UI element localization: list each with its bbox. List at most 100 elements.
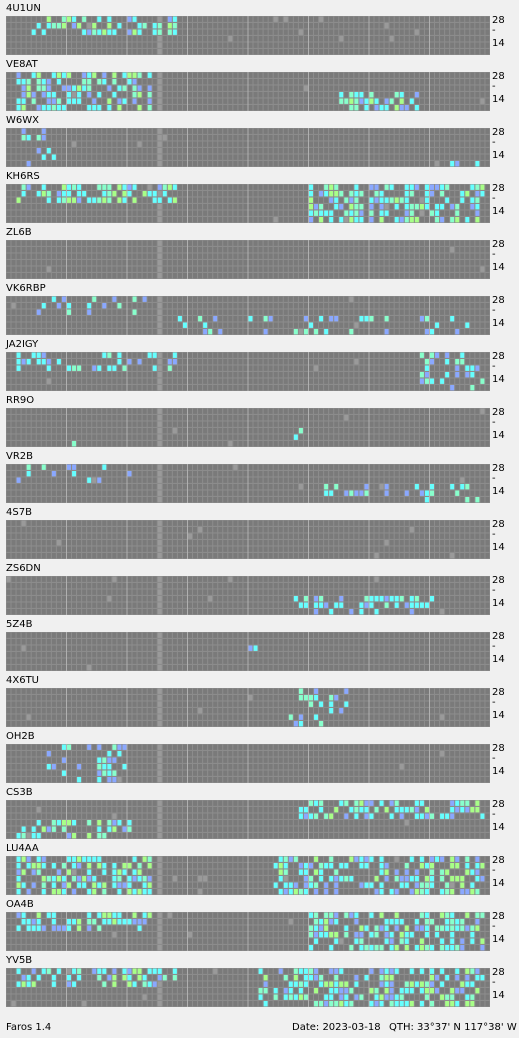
grid-cell <box>21 135 26 141</box>
grid-cell <box>399 260 404 266</box>
grid-cell <box>198 204 203 210</box>
grid-cell <box>162 316 167 322</box>
grid-cell <box>243 296 248 302</box>
grid-cell <box>82 408 87 414</box>
grid-cell <box>102 316 107 322</box>
grid-cell <box>430 303 434 309</box>
grid-cell <box>102 197 107 203</box>
grid-cell <box>354 372 359 378</box>
grid-cell <box>253 85 258 91</box>
propagation-grid[interactable] <box>6 240 490 279</box>
grid-cell <box>87 191 92 197</box>
grid-cell <box>82 365 87 371</box>
grid-cell <box>475 421 480 427</box>
grid-cell <box>460 210 465 216</box>
grid-cell <box>379 29 384 35</box>
propagation-grid[interactable] <box>6 408 490 447</box>
grid-cell <box>97 197 102 203</box>
grid-cell <box>384 98 389 104</box>
grid-cell <box>137 197 142 203</box>
grid-cell <box>339 29 344 35</box>
grid-cell <box>162 378 167 384</box>
grid-cell <box>61 471 66 477</box>
grid-cell <box>485 92 490 98</box>
grid-cell <box>6 352 11 358</box>
grid-cell <box>208 260 213 266</box>
grid-cell <box>223 477 228 483</box>
grid-cell <box>152 210 157 216</box>
propagation-grid[interactable] <box>6 184 490 223</box>
grid-cell <box>218 378 223 384</box>
grid-cell <box>177 204 182 210</box>
grid-cell <box>188 296 192 302</box>
grid-cell <box>107 359 112 365</box>
grid-cell <box>31 434 36 440</box>
grid-cell <box>409 23 414 29</box>
grid-cell <box>440 98 445 104</box>
grid-cell <box>258 329 263 335</box>
grid-cell <box>31 29 36 35</box>
grid-cell <box>354 105 359 111</box>
propagation-grid[interactable] <box>6 296 490 335</box>
propagation-grid[interactable] <box>6 352 490 391</box>
grid-cell <box>445 415 450 421</box>
grid-cell <box>142 79 147 85</box>
grid-cell <box>92 260 97 266</box>
grid-cell <box>41 273 46 279</box>
propagation-grid[interactable] <box>6 72 490 111</box>
grid-cell <box>268 260 273 266</box>
grid-cell <box>51 428 56 434</box>
grid-cell <box>16 441 21 447</box>
grid-cell <box>293 29 298 35</box>
grid-cell <box>77 29 82 35</box>
grid-cell <box>147 303 152 309</box>
grid-cell <box>283 352 288 358</box>
band-label-top: 28 <box>492 183 505 194</box>
grid-cell <box>424 36 429 42</box>
grid-cell <box>87 79 92 85</box>
grid-cell <box>293 161 298 167</box>
grid-cell <box>92 191 97 197</box>
grid-cell <box>198 385 203 391</box>
propagation-grid[interactable] <box>6 464 490 503</box>
grid-cell <box>273 303 278 309</box>
grid-cell <box>470 42 475 48</box>
grid-cell <box>112 128 117 134</box>
grid-cell <box>364 240 369 246</box>
grid-cell <box>31 372 36 378</box>
grid-cell <box>314 464 319 470</box>
grid-cell <box>218 309 223 315</box>
grid-cell <box>414 204 419 210</box>
grid-cell <box>92 464 97 470</box>
grid-cell <box>309 378 313 384</box>
grid-cell <box>218 329 223 335</box>
grid-cell <box>92 49 97 55</box>
grid-cell <box>334 197 339 203</box>
grid-cell <box>253 240 258 246</box>
propagation-grid[interactable] <box>6 128 490 167</box>
grid-cell <box>87 260 92 266</box>
grid-cell <box>172 421 177 427</box>
grid-cell <box>475 49 480 55</box>
grid-cell <box>450 253 455 259</box>
grid-cell <box>248 421 253 427</box>
grid-cell <box>409 309 414 315</box>
grid-cell <box>384 217 389 223</box>
grid-cell <box>6 434 11 440</box>
grid-cell <box>460 141 465 147</box>
grid-cell <box>374 49 379 55</box>
grid-cell <box>56 434 61 440</box>
grid-cell <box>238 197 243 203</box>
grid-cell <box>102 441 107 447</box>
grid-cell <box>152 296 157 302</box>
grid-cell <box>288 434 293 440</box>
propagation-grid[interactable] <box>6 16 490 55</box>
grid-cell <box>172 240 177 246</box>
grid-cell <box>51 260 56 266</box>
grid-cell <box>87 72 92 78</box>
grid-cell <box>122 385 127 391</box>
grid-cell <box>303 260 308 266</box>
grid-cell <box>61 385 66 391</box>
grid-cell <box>213 260 218 266</box>
grid-cell <box>122 309 127 315</box>
